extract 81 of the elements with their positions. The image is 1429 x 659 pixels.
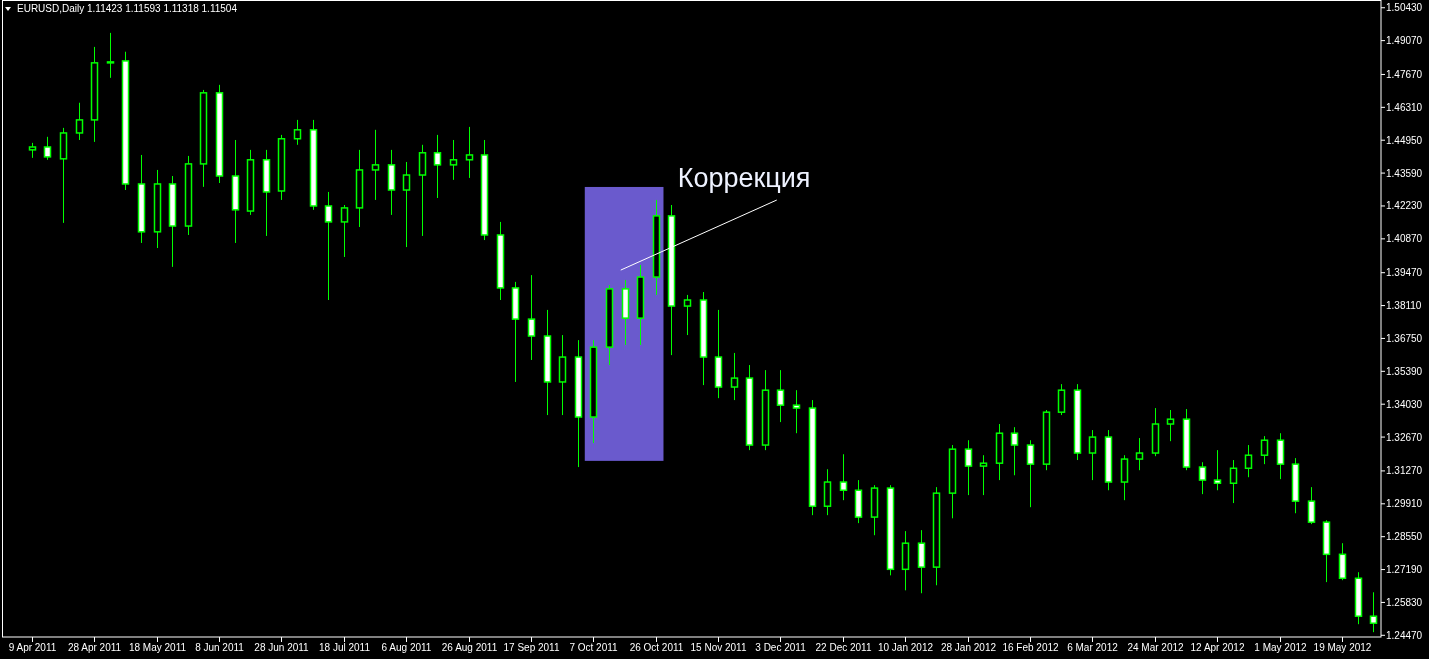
x-tick-label: 28 Apr 2011 [67,642,122,653]
candlestick [1213,449,1222,491]
x-tick-label: 15 Nov 2011 [690,642,747,653]
candlestick [371,129,380,201]
candlestick [792,389,801,434]
candlestick [418,144,427,237]
x-tick-label: 7 Oct 2011 [569,642,619,653]
x-tick-label: 22 Dec 2011 [815,642,872,653]
candlestick [1276,432,1285,480]
chart-title: EURUSD,Daily 1.11423 1.11593 1.11318 1.11504 [17,3,238,14]
candlestick [75,102,84,141]
candlestick [324,191,333,301]
y-tick-label: 1.40870 [1386,233,1423,245]
candlestick [449,139,458,181]
x-tick-label: 18 May 2011 [128,642,187,653]
candlestick [527,274,536,361]
candlestick [1229,459,1238,504]
y-tick-label: 1.42230 [1386,200,1423,212]
x-tick-label: 8 Jun 2011 [195,642,245,653]
y-tick-label: 1.24470 [1386,629,1423,641]
x-tick-label: 6 Mar 2012 [1067,642,1119,653]
y-tick-label: 1.39470 [1386,267,1423,279]
y-tick-label: 1.29910 [1386,498,1423,510]
candlestick [1120,454,1129,501]
x-tick-label: 18 Jul 2011 [319,642,371,653]
candlestick [1198,461,1207,495]
candlestick [1307,486,1316,525]
candlestick [1244,444,1253,478]
candlestick [917,529,926,594]
candlestick [730,352,739,401]
y-tick-label: 1.34030 [1386,398,1423,410]
candlestick [979,454,988,496]
y-tick-label: 1.46310 [1386,101,1423,113]
y-tick-label: 1.50430 [1386,2,1423,14]
x-tick-label: 24 Mar 2012 [1127,642,1185,653]
candlestick [1088,429,1097,481]
y-tick-label: 1.44950 [1386,134,1423,146]
y-tick-label: 1.43590 [1386,167,1423,179]
candlestick [465,126,474,179]
candlestick [43,136,52,161]
y-tick-label: 1.35390 [1386,365,1423,377]
x-tick-label: 9 Apr 2011 [8,642,57,653]
candlestick [433,134,442,199]
x-tick-label: 16 Feb 2012 [1002,642,1060,653]
x-tick-label: 12 Apr 2012 [1190,642,1245,653]
y-tick-label: 1.27190 [1386,564,1423,576]
x-tick-label: 26 Oct 2011 [629,642,684,653]
x-tick-label: 17 Sep 2011 [503,642,560,653]
candlestick [839,453,848,501]
candlestick [683,294,692,336]
y-tick-label: 1.32670 [1386,431,1423,443]
candlestick [1338,542,1347,581]
y-tick-label: 1.47670 [1386,68,1423,80]
y-tick-label: 1.36750 [1386,332,1423,344]
candlestick [1166,409,1175,442]
y-tick-label: 1.28550 [1386,531,1423,543]
x-tick-label: 28 Jun 2011 [254,642,310,653]
candlestick [1057,383,1066,416]
candlestick [1260,435,1269,465]
x-tick-label: 28 Jan 2012 [940,642,997,653]
x-tick-label: 3 Dec 2011 [755,642,807,653]
annotation: Коррекция [677,163,811,194]
x-tick-label: 26 Aug 2011 [441,642,498,653]
candlestick [1369,591,1378,633]
y-tick-label: 1.25830 [1386,596,1423,608]
candlestick [1135,437,1144,471]
y-tick-label: 1.31270 [1386,465,1423,477]
y-tick-label: 1.38110 [1386,300,1422,312]
x-tick-label: 6 Aug 2011 [381,642,432,653]
x-tick-label: 19 May 2012 [1313,642,1372,653]
candlestick [964,439,973,496]
candlestick [402,161,411,248]
x-tick-label: 10 Jan 2012 [877,642,934,653]
candlestick [340,204,349,258]
y-tick-label: 1.49070 [1386,35,1423,47]
candlestick [776,369,785,423]
x-tick-label: 1 May 2012 [1254,642,1308,653]
candlestick [106,32,115,79]
candlestick [293,119,302,146]
candlestick [1026,439,1035,508]
candlestick [1010,426,1019,476]
